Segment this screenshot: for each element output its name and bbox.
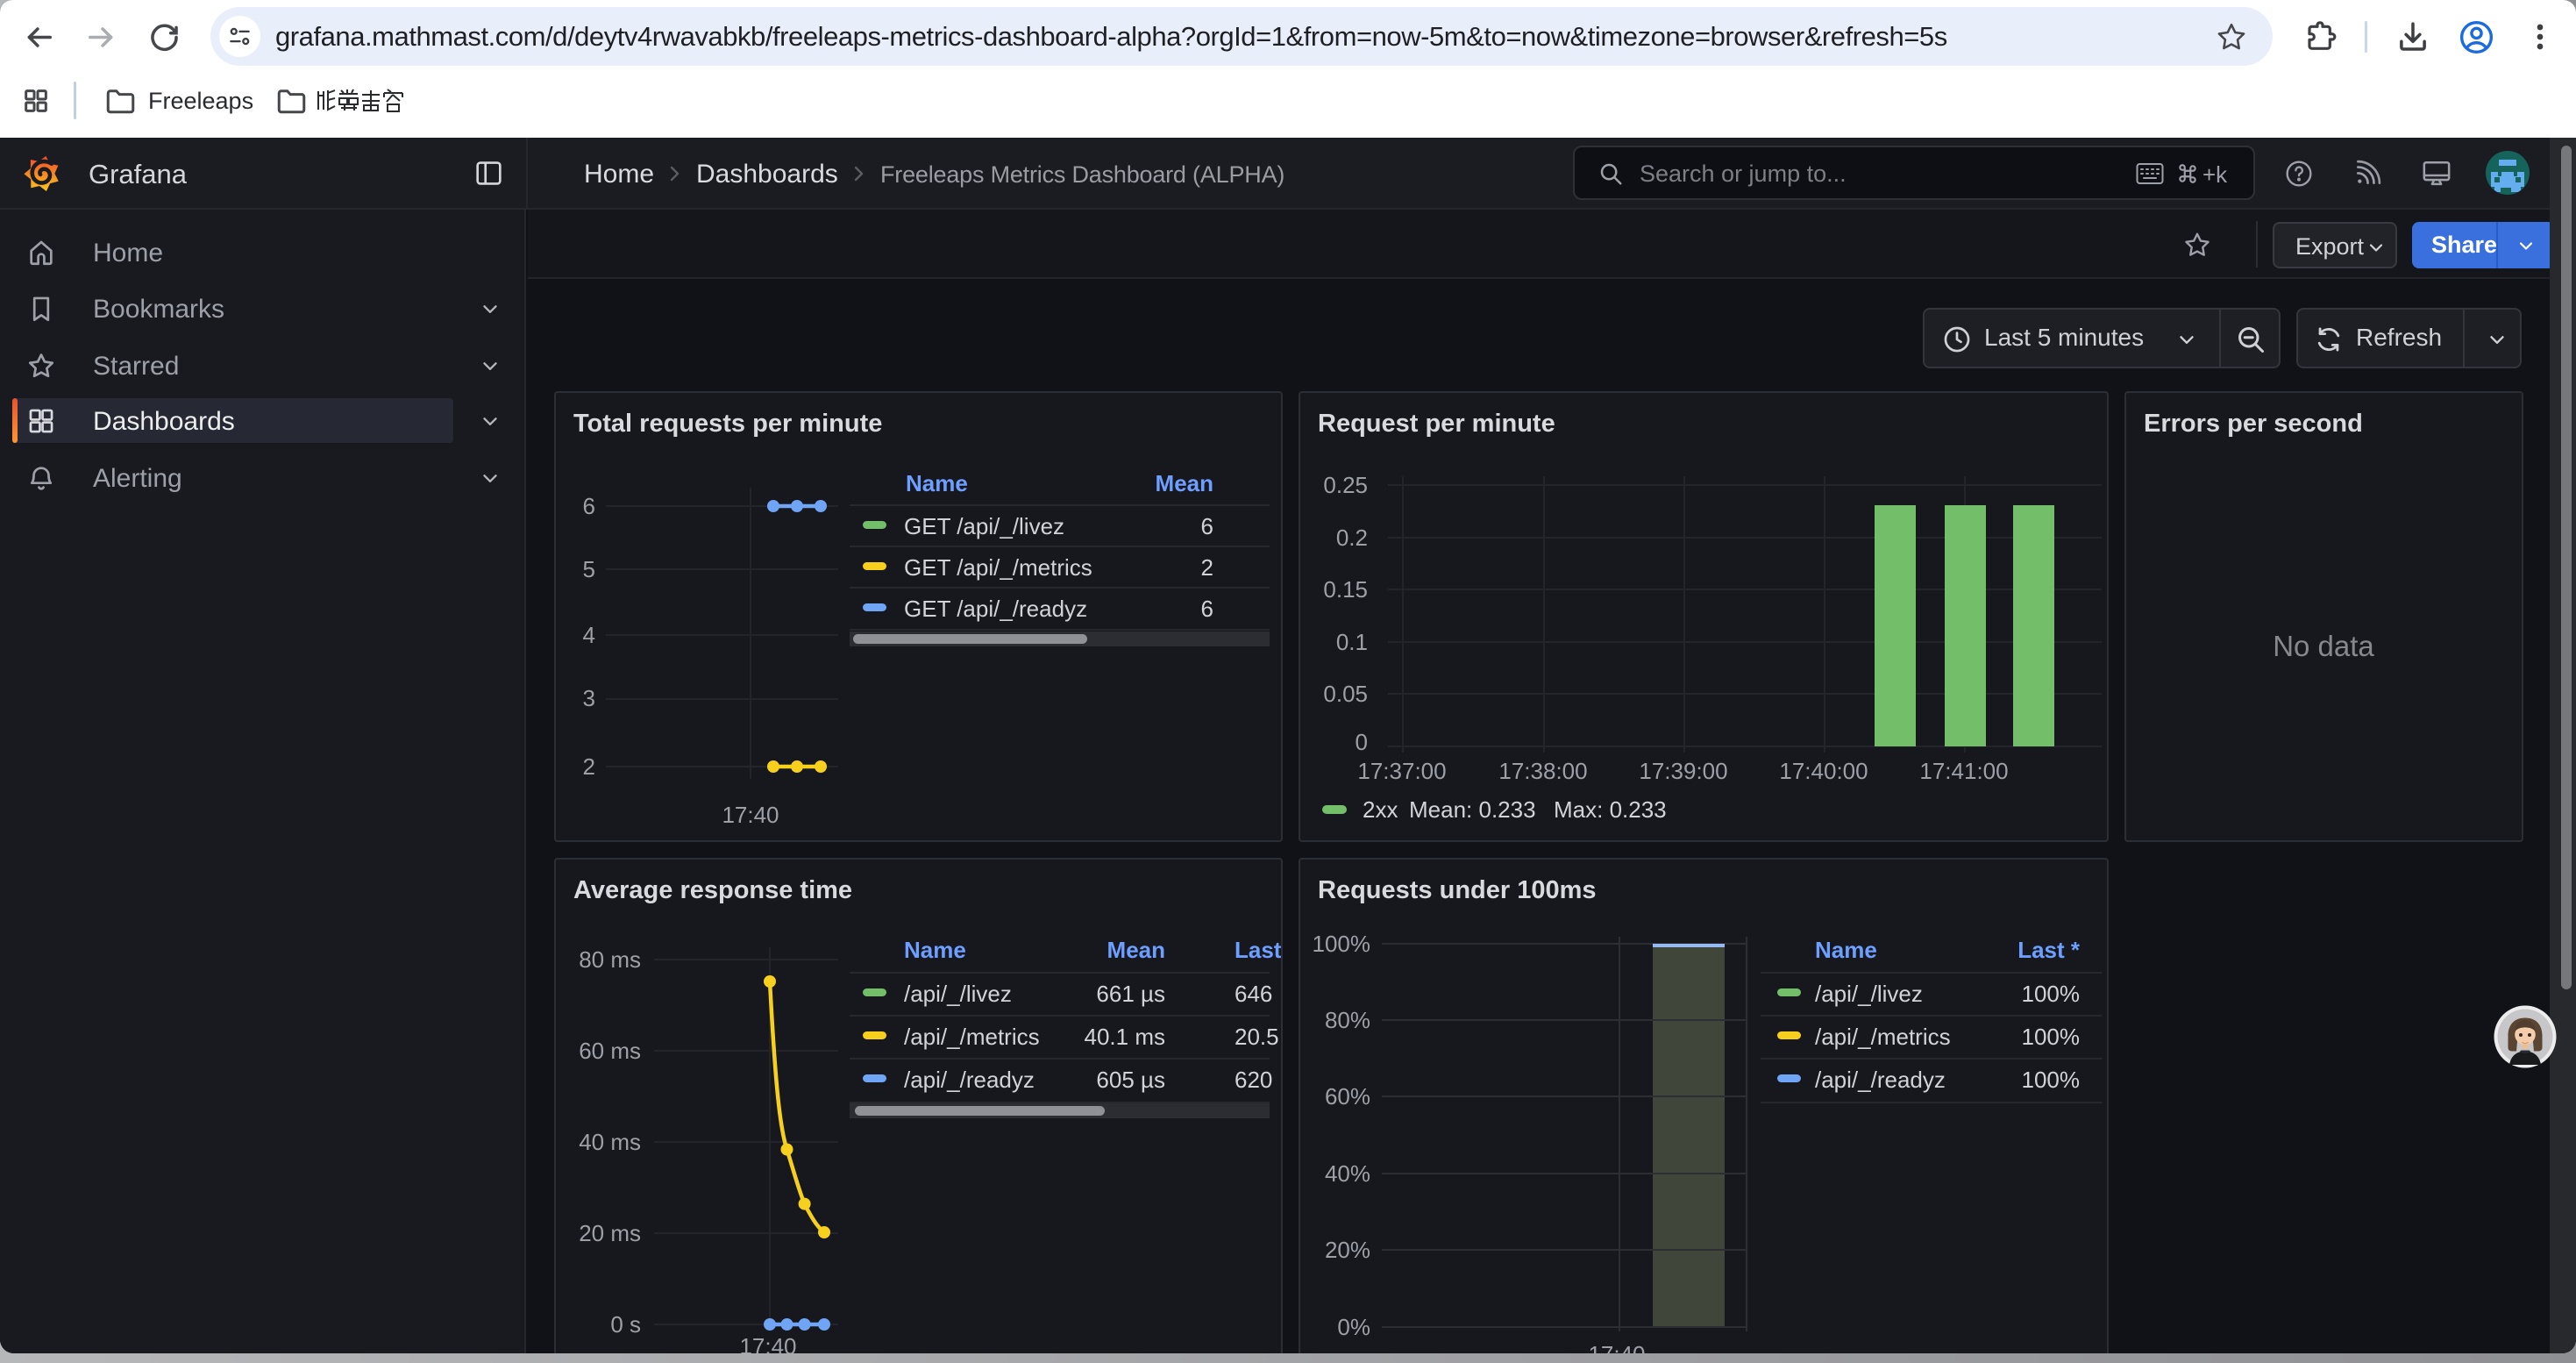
svg-text:661 µs: 661 µs bbox=[1096, 981, 1165, 1007]
svg-text:646: 646 bbox=[1235, 981, 1272, 1007]
svg-text:6: 6 bbox=[1201, 513, 1213, 539]
svg-text:40 ms: 40 ms bbox=[579, 1129, 641, 1155]
svg-text:60 ms: 60 ms bbox=[579, 1038, 641, 1064]
svg-text:GET /api/_/readyz: GET /api/_/readyz bbox=[904, 596, 1087, 622]
svg-text:0: 0 bbox=[1356, 729, 1368, 755]
svg-text:Total requests per minute: Total requests per minute bbox=[573, 410, 882, 438]
svg-text:17:40: 17:40 bbox=[739, 1333, 796, 1353]
svg-text:/api/_/metrics: /api/_/metrics bbox=[1815, 1024, 1951, 1050]
svg-text:Last *: Last * bbox=[1235, 937, 1281, 963]
svg-text:2xx: 2xx bbox=[1363, 796, 1398, 823]
svg-text:Average response time: Average response time bbox=[573, 876, 852, 904]
svg-text:/api/_/readyz: /api/_/readyz bbox=[904, 1067, 1035, 1093]
svg-text:/api/_/readyz: /api/_/readyz bbox=[1815, 1067, 1946, 1093]
svg-text:17:38:00: 17:38:00 bbox=[1498, 758, 1587, 784]
svg-text:GET /api/_/livez: GET /api/_/livez bbox=[904, 513, 1064, 539]
svg-text:Mean: 0.233: Mean: 0.233 bbox=[1409, 796, 1536, 823]
svg-text:0.05: 0.05 bbox=[1323, 681, 1368, 707]
svg-text:20%: 20% bbox=[1325, 1237, 1370, 1263]
svg-text:17:40: 17:40 bbox=[722, 802, 779, 828]
svg-text:/api/_/metrics: /api/_/metrics bbox=[904, 1024, 1040, 1050]
svg-text:0%: 0% bbox=[1337, 1314, 1370, 1340]
svg-text:/api/_/livez: /api/_/livez bbox=[904, 981, 1012, 1007]
svg-text:0 s: 0 s bbox=[610, 1311, 641, 1338]
svg-text:80%: 80% bbox=[1325, 1007, 1370, 1033]
svg-text:40%: 40% bbox=[1325, 1160, 1370, 1187]
svg-text:100%: 100% bbox=[2022, 1024, 2081, 1050]
svg-text:Mean: Mean bbox=[1107, 937, 1165, 963]
svg-text:GET /api/_/metrics: GET /api/_/metrics bbox=[904, 554, 1092, 581]
svg-text:17:41:00: 17:41:00 bbox=[1919, 758, 2008, 784]
svg-text:2: 2 bbox=[1201, 554, 1213, 581]
svg-text:0.25: 0.25 bbox=[1323, 472, 1368, 498]
svg-text:Request per minute: Request per minute bbox=[1318, 410, 1555, 438]
svg-text:20.5 ms: 20.5 ms bbox=[1235, 1024, 1281, 1050]
svg-text:No data: No data bbox=[2273, 630, 2374, 662]
svg-text:Mean: Mean bbox=[1156, 470, 1213, 496]
svg-text:Last *: Last * bbox=[2017, 937, 2081, 963]
svg-text:Errors per second: Errors per second bbox=[2144, 410, 2363, 438]
svg-text:20 ms: 20 ms bbox=[579, 1220, 641, 1246]
svg-text:17:40: 17:40 bbox=[1588, 1341, 1645, 1353]
svg-text:40.1 ms: 40.1 ms bbox=[1085, 1024, 1166, 1050]
svg-text:100%: 100% bbox=[2022, 981, 2081, 1007]
svg-text:6: 6 bbox=[583, 493, 595, 519]
svg-text:605 µs: 605 µs bbox=[1096, 1067, 1165, 1093]
svg-text:17:39:00: 17:39:00 bbox=[1639, 758, 1727, 784]
svg-text:620: 620 bbox=[1235, 1067, 1272, 1093]
svg-text:17:37:00: 17:37:00 bbox=[1357, 758, 1446, 784]
svg-text:Requests under 100ms: Requests under 100ms bbox=[1318, 876, 1597, 904]
svg-text:100%: 100% bbox=[1313, 931, 1371, 957]
svg-text:Max: 0.233: Max: 0.233 bbox=[1554, 796, 1667, 823]
svg-text:/api/_/livez: /api/_/livez bbox=[1815, 981, 1923, 1007]
svg-text:5: 5 bbox=[583, 556, 595, 582]
svg-text:3: 3 bbox=[583, 685, 595, 711]
svg-text:60%: 60% bbox=[1325, 1083, 1370, 1110]
svg-text:0.1: 0.1 bbox=[1336, 629, 1368, 655]
svg-text:80 ms: 80 ms bbox=[579, 946, 641, 973]
svg-text:Name: Name bbox=[1815, 937, 1877, 963]
svg-text:2: 2 bbox=[583, 753, 595, 780]
svg-text:0.15: 0.15 bbox=[1323, 576, 1368, 603]
svg-text:17:40:00: 17:40:00 bbox=[1779, 758, 1868, 784]
svg-text:6: 6 bbox=[1201, 596, 1213, 622]
svg-text:0.2: 0.2 bbox=[1336, 525, 1368, 551]
svg-text:Name: Name bbox=[904, 937, 966, 963]
svg-text:Name: Name bbox=[906, 470, 968, 496]
svg-text:4: 4 bbox=[583, 622, 595, 648]
svg-text:100%: 100% bbox=[2022, 1067, 2081, 1093]
